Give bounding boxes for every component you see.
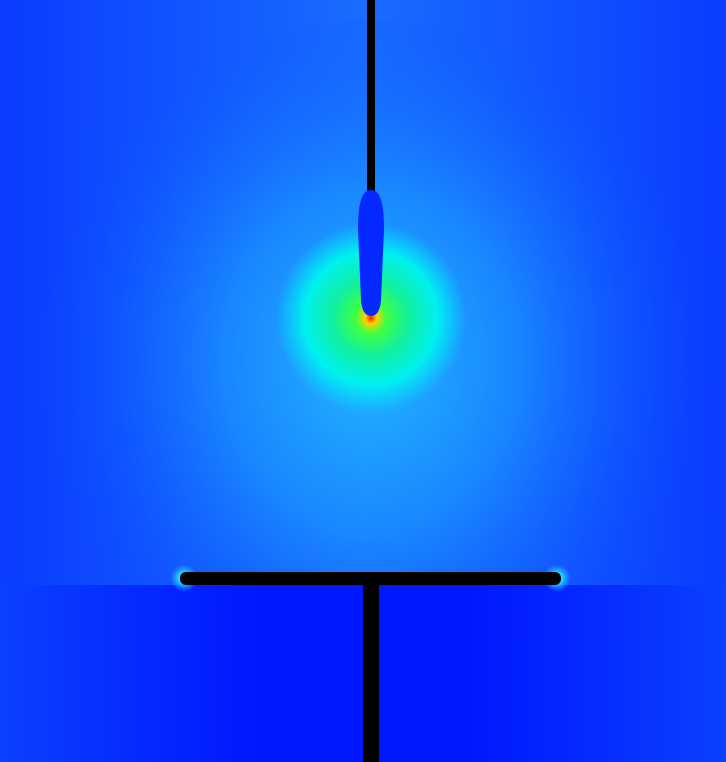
- lower-stem: [363, 572, 379, 762]
- upper-rod: [367, 0, 375, 192]
- upper-electrode: [358, 190, 384, 316]
- tip-hotspot: [276, 223, 466, 413]
